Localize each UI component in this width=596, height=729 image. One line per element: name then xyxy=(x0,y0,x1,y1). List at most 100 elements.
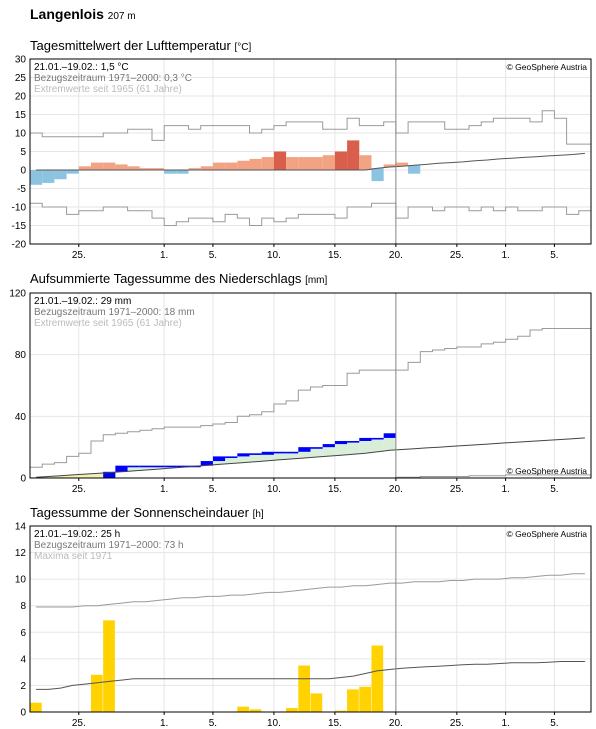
temperature-unit: [°C] xyxy=(234,42,252,53)
sunshine-copyright: © GeoSphere Austria xyxy=(507,529,588,539)
temperature-bar xyxy=(237,160,250,170)
precipitation-cumulative-step xyxy=(359,437,372,441)
temperature-ytick-label: 5 xyxy=(20,147,26,158)
sunshine-ytick-label: 6 xyxy=(20,628,26,639)
precipitation-cumulative-step xyxy=(200,461,213,466)
precipitation-max-line xyxy=(30,328,591,468)
precipitation-plot-frame xyxy=(29,292,592,479)
precipitation-ytick-label: 0 xyxy=(20,474,26,485)
temperature-bar xyxy=(66,170,79,174)
temperature-info-line-3: Extremwerte seit 1965 (61 Jahre) xyxy=(34,84,182,95)
temperature-bar xyxy=(176,170,189,174)
precipitation-cumulative-step xyxy=(237,453,250,457)
sunshine-bar xyxy=(90,674,103,712)
sunshine-xtick-label: 10. xyxy=(267,718,281,729)
sunshine-bar xyxy=(334,710,347,712)
precipitation-deviation-area xyxy=(298,447,311,458)
temperature-ytick-label: -15 xyxy=(12,221,27,232)
sunshine-bar xyxy=(237,706,250,712)
temperature-xtick-label: 10. xyxy=(267,250,281,261)
precipitation-deviation-area xyxy=(78,474,91,478)
temperature-xtick-label: 1. xyxy=(501,250,509,261)
sunshine-ytick-label: 0 xyxy=(20,708,26,719)
precipitation-ytick-label: 80 xyxy=(15,350,27,361)
precipitation-mean-line xyxy=(36,437,585,478)
sunshine-xtick-label: 25. xyxy=(450,718,464,729)
sunshine-ytick-label: 4 xyxy=(20,654,26,665)
temperature-ytick-label: -10 xyxy=(12,203,27,214)
precipitation-cumulative-step xyxy=(164,465,177,468)
temperature-bar xyxy=(371,168,384,182)
precipitation-panel-title: Aufsummierte Tagessumme des Niederschlag… xyxy=(30,271,327,286)
precipitation-unit: [mm] xyxy=(305,275,328,286)
temperature-xtick-label: 1. xyxy=(160,250,168,261)
sunshine-ytick-label: 2 xyxy=(20,681,26,692)
sunshine-ytick-label: 14 xyxy=(15,522,27,533)
temperature-ytick-label: 20 xyxy=(15,92,27,103)
precipitation-xtick-label: 20. xyxy=(389,484,403,495)
temperature-xtick-label: 15. xyxy=(328,250,342,261)
temperature-bar xyxy=(298,157,311,170)
precipitation-deviation-area xyxy=(54,475,67,478)
temperature-xtick-label: 25. xyxy=(450,250,464,261)
precipitation-cumulative-step xyxy=(310,447,323,449)
precipitation-cumulative-step xyxy=(298,447,311,452)
temperature-bar xyxy=(408,165,421,174)
precipitation-cumulative-step xyxy=(383,433,396,438)
station-name: Langenlois xyxy=(30,6,104,22)
precipitation-info-line-2: Bezugszeitraum 1971–2000: 18 mm xyxy=(34,307,195,318)
precipitation-xtick-label: 25. xyxy=(72,484,86,495)
precipitation-cumulative-step xyxy=(176,465,189,468)
temperature-bar xyxy=(127,166,140,170)
temperature-bar xyxy=(249,158,262,170)
temperature-bar xyxy=(30,170,43,185)
temperature-bar xyxy=(286,157,299,170)
precipitation-cumulative-step xyxy=(347,441,360,443)
precipitation-ytick-label: 120 xyxy=(9,289,26,300)
sunshine-ytick-label: 8 xyxy=(20,601,26,612)
sunshine-bar xyxy=(30,702,42,712)
precipitation-cumulative-step xyxy=(322,444,335,448)
precipitation-xtick-label: 25. xyxy=(450,484,464,495)
temperature-ytick-label: 0 xyxy=(20,166,26,177)
temperature-xtick-label: 25. xyxy=(72,250,86,261)
precipitation-cumulative-step xyxy=(212,456,226,462)
sunshine-info-line-3: Maxima seit 1971 xyxy=(34,551,113,562)
precipitation-info-line-3: Extremwerte seit 1965 (61 Jahre) xyxy=(34,318,182,329)
sunshine-xtick-label: 1. xyxy=(501,718,509,729)
temperature-xtick-label: 20. xyxy=(389,250,403,261)
precipitation-xtick-label: 5. xyxy=(550,484,558,495)
sunshine-title-text: Tagessumme der Sonnenscheindauer xyxy=(30,505,249,520)
sunshine-bar xyxy=(298,665,310,712)
temperature-bar xyxy=(225,162,238,170)
temperature-bar xyxy=(164,170,177,174)
precipitation-xtick-label: 5. xyxy=(209,484,217,495)
sunshine-panel-title: Tagessumme der Sonnenscheindauer [h] xyxy=(30,505,264,520)
sunshine-bar xyxy=(359,686,371,712)
temperature-bar xyxy=(212,162,226,170)
precipitation-cumulative-step xyxy=(273,451,287,454)
temperature-mean-line xyxy=(36,152,585,171)
temperature-bar xyxy=(334,151,348,170)
sunshine-unit: [h] xyxy=(252,509,264,520)
precipitation-deviation-area xyxy=(225,456,238,464)
precipitation-cumulative-step xyxy=(139,465,152,468)
sunshine-bar xyxy=(310,693,323,712)
precipitation-title-text: Aufsummierte Tagessumme des Niederschlag… xyxy=(30,271,302,286)
temperature-bar xyxy=(310,157,323,170)
temperature-ytick-label: 10 xyxy=(15,129,27,140)
precipitation-cumulative-step xyxy=(225,456,238,459)
temperature-bar xyxy=(261,157,274,170)
precipitation-cumulative-step xyxy=(261,451,274,455)
temperature-max-line xyxy=(30,110,591,145)
temperature-ytick-label: -20 xyxy=(12,240,27,251)
station-altitude: 207 m xyxy=(107,11,136,22)
temperature-bar xyxy=(273,151,287,170)
precipitation-cumulative-step xyxy=(103,471,116,478)
temperature-bar xyxy=(78,166,91,170)
precipitation-ytick-label: 40 xyxy=(15,412,27,423)
temperature-info-line-2: Bezugszeitraum 1971–2000: 0,3 °C xyxy=(34,73,192,84)
sunshine-bar xyxy=(103,620,115,712)
precipitation-deviation-area xyxy=(66,474,79,478)
precipitation-cumulative-step xyxy=(371,437,384,440)
